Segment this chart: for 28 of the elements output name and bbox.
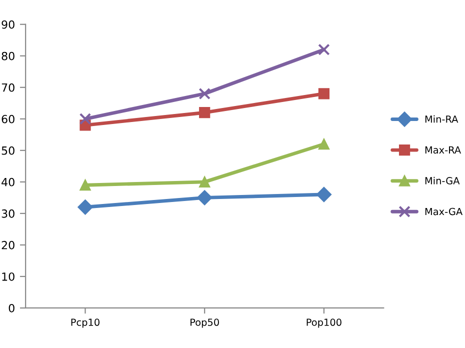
y-tick-label: 60 — [2, 114, 14, 124]
legend-label: Min-GA — [425, 176, 460, 184]
point — [197, 190, 212, 206]
y-tick-label: 40 — [2, 178, 14, 186]
point — [199, 176, 210, 188]
y-tick-label: 10 — [2, 272, 14, 281]
y-tick-label: 80 — [2, 52, 14, 60]
y-tick-label: 30 — [2, 209, 14, 218]
y-tick-label: 70 — [2, 83, 14, 92]
point — [318, 88, 330, 100]
point — [316, 186, 332, 202]
legend-label: Min-RA — [425, 115, 458, 123]
point — [79, 112, 92, 125]
point — [318, 44, 330, 56]
point — [198, 88, 211, 100]
y-tick-label: 50 — [2, 146, 14, 155]
x-tick-label: Pop100 — [306, 318, 342, 328]
point — [199, 107, 210, 118]
point — [78, 200, 93, 215]
x-tick-label: Pcp10 — [71, 318, 100, 328]
legend-label: Max-RA — [425, 146, 462, 154]
x-tick-label: Pop50 — [190, 318, 219, 328]
y-tick-label: 20 — [2, 240, 14, 250]
legend-label: Max-GA — [425, 208, 463, 216]
point — [80, 180, 91, 191]
y-tick-label: 90 — [2, 20, 14, 29]
y-tick-label: 0 — [8, 304, 14, 312]
point — [318, 138, 330, 150]
